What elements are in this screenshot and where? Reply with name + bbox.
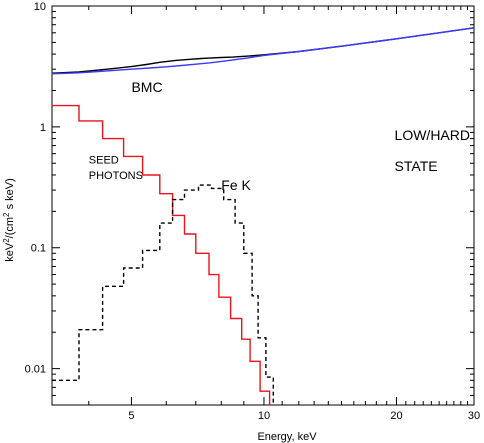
x-tick-label: 30 xyxy=(468,410,480,422)
chart-annotation: Fe K xyxy=(221,177,251,193)
chart-annotation: PHOTONS xyxy=(89,170,143,182)
y-title-mid: /(cm xyxy=(4,217,16,238)
y-title-base: keV xyxy=(4,242,16,262)
y-title-sup1: 2 xyxy=(2,238,11,243)
annotations: BMC SEED PHOTONS Fe K LOW/HARD STATE xyxy=(89,79,470,193)
chart-annotation: LOW/HARD xyxy=(395,127,470,143)
chart-annotation: SEED xyxy=(89,154,119,166)
series-line-3 xyxy=(52,104,271,405)
y-tick-label: 0.01 xyxy=(25,364,46,376)
chart-annotation: BMC xyxy=(131,79,162,95)
x-tick-label: 20 xyxy=(390,410,402,422)
series-line-2 xyxy=(51,27,475,75)
axis-tick-labels: 5 10 20 30 10 1 0.1 0.01 xyxy=(25,1,481,422)
y-tick-label: 10 xyxy=(34,1,46,13)
chart-annotation: STATE xyxy=(395,158,438,174)
x-axis-title: Energy, keV xyxy=(257,431,317,443)
series-line-1 xyxy=(51,27,475,74)
x-tick-label: 5 xyxy=(128,410,134,422)
series-line-4 xyxy=(52,184,274,405)
axis-ticks xyxy=(52,5,475,406)
y-title-sup2: 2 xyxy=(2,212,11,217)
y-tick-label: 0.1 xyxy=(31,243,46,255)
y-tick-label: 1 xyxy=(40,122,46,134)
series-group xyxy=(51,27,475,405)
y-axis-title: keV2/(cm2 s keV) xyxy=(2,178,17,262)
x-tick-label: 10 xyxy=(258,410,270,422)
plot-frame xyxy=(51,5,475,406)
y-title-end: s keV) xyxy=(4,178,16,212)
